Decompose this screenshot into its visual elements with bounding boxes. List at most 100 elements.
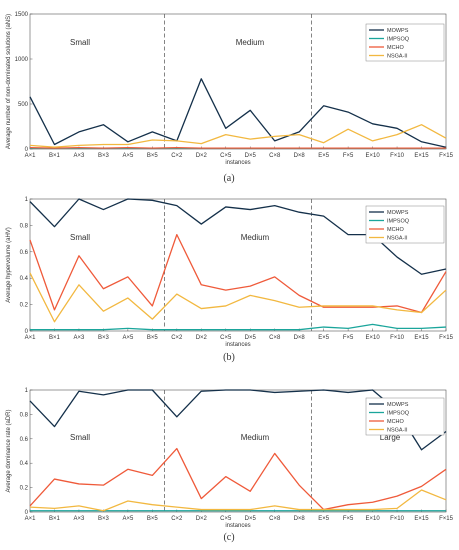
series-line-impsoq [30, 323, 447, 331]
x-tick-label: B×3 [98, 516, 110, 522]
x-tick-label: B×1 [49, 516, 61, 522]
x-tick-label: C×2 [171, 335, 183, 341]
region-label-medium: Medium [241, 233, 270, 242]
chart-panel-1: 0 500 1000 1500 A×1 B×1 A×3 B×3 A×5 B×5 C×2 D×2 C×5 D… [6, 12, 454, 184]
x-tick-label: A×3 [74, 153, 86, 159]
y-tick-label: 0.8 [20, 412, 29, 418]
legend-entry: MOWPS [387, 28, 409, 34]
region-label-small: Small [70, 38, 90, 47]
panel-label: (a) [223, 173, 234, 184]
legend-entry: MOWPS [387, 210, 409, 216]
x-axis-label: instances [225, 523, 250, 529]
region-label-large: Large [380, 433, 401, 442]
x-tick-label: E×15 [414, 153, 429, 159]
x-tick-label: E×10 [365, 335, 380, 341]
x-tick-label: C×5 [220, 516, 232, 522]
series-line-mcho [29, 447, 447, 511]
x-tick-label: C×5 [220, 335, 232, 341]
y-tick-label: 1 [25, 388, 29, 394]
panel-label: (c) [223, 532, 234, 543]
x-tick-label: B×5 [147, 153, 159, 159]
x-tick-label: B×1 [49, 335, 61, 341]
y-tick-label: 0.4 [20, 276, 29, 282]
x-axis-label: instances [225, 160, 250, 166]
x-tick-label: E×15 [414, 335, 429, 341]
y-tick-label: 1 [25, 197, 29, 203]
x-tick-label: A×5 [122, 153, 134, 159]
x-tick-label: F×15 [439, 335, 454, 341]
x-tick-label: C×8 [269, 335, 281, 341]
x-tick-label: D×2 [196, 153, 208, 159]
y-axis-label: Average dominance rate (aDR) [6, 410, 12, 493]
y-tick-label: 0 [25, 147, 29, 153]
x-tick-label: C×8 [269, 153, 281, 159]
x-tick-label: A×1 [25, 335, 37, 341]
series-line-mowps [29, 78, 447, 148]
x-tick-label: F×5 [343, 153, 354, 159]
x-tick-label: F×5 [343, 335, 354, 341]
plot-frame [29, 198, 447, 332]
x-tick-label: E×10 [365, 153, 380, 159]
x-tick-label: A×3 [74, 516, 86, 522]
x-tick-label: E×5 [318, 335, 330, 341]
x-tick-label: D×8 [294, 516, 306, 522]
x-tick-label: F×10 [390, 335, 405, 341]
x-tick-label: D×2 [196, 516, 208, 522]
region-label-small: Small [70, 433, 90, 442]
x-tick-label: A×5 [122, 516, 134, 522]
legend-entry: MCHO [387, 419, 405, 425]
x-tick-label: D×8 [294, 153, 306, 159]
x-axis-label: instances [225, 342, 250, 348]
series-line-nsga-ii [29, 124, 447, 148]
y-tick-label: 0.2 [20, 303, 29, 309]
y-tick-label: 0 [25, 510, 29, 516]
y-tick-label: 500 [18, 102, 29, 108]
series-line-nsga-ii [29, 272, 447, 323]
x-tick-label: F×10 [390, 516, 405, 522]
region-label-medium: Medium [236, 38, 265, 47]
legend-entry: MCHO [387, 45, 405, 51]
x-tick-label: B×3 [98, 335, 110, 341]
y-tick-label: 0.6 [20, 250, 29, 256]
y-tick-label: 1000 [15, 57, 29, 63]
legend-entry: NSGA-II [387, 428, 408, 434]
legend-entry: IMPSOQ [387, 37, 410, 43]
series-line-nsga-ii [29, 489, 447, 512]
x-tick-label: D×5 [245, 153, 257, 159]
x-tick-label: E×5 [318, 516, 330, 522]
x-tick-label: C×2 [171, 153, 183, 159]
x-tick-label: A×5 [122, 335, 134, 341]
x-tick-label: B×3 [98, 153, 110, 159]
legend-entry: IMPSOQ [387, 219, 410, 225]
legend-entry: MCHO [387, 227, 405, 233]
y-tick-label: 0.2 [20, 486, 29, 492]
y-tick-label: 0.8 [20, 223, 29, 229]
y-axis-label: Average hypervolume (aHV) [6, 227, 12, 303]
x-tick-label: F×10 [390, 153, 405, 159]
y-tick-label: 0 [25, 329, 29, 335]
x-tick-label: A×3 [74, 335, 86, 341]
x-tick-label: E×15 [414, 516, 429, 522]
legend-entry: MOWPS [387, 402, 409, 408]
legend-entry: NSGA-II [387, 54, 408, 60]
x-tick-label: B×1 [49, 153, 61, 159]
x-tick-label: D×8 [294, 335, 306, 341]
x-tick-label: C×2 [171, 516, 183, 522]
y-tick-label: 0.6 [20, 437, 29, 443]
x-tick-label: C×8 [269, 516, 281, 522]
y-tick-label: 0.4 [20, 461, 29, 467]
x-tick-label: A×1 [25, 516, 37, 522]
x-tick-label: E×5 [318, 153, 330, 159]
x-tick-label: D×2 [196, 335, 208, 341]
x-tick-label: C×5 [220, 153, 232, 159]
plot-frame [29, 13, 447, 150]
legend-entry: NSGA-II [387, 236, 408, 242]
chart-panel-3: 0 0.2 0.4 0.6 0.8 1 A×1 B×1 A×3 B×3 A×5 B×5 C×2 D×2 C×… [6, 388, 454, 543]
x-tick-label: F×15 [439, 516, 454, 522]
legend-entry: IMPSOQ [387, 411, 410, 417]
x-tick-label: B×5 [147, 335, 159, 341]
x-tick-label: F×15 [439, 153, 454, 159]
panel-label: (b) [223, 352, 235, 363]
chart-panel-2: 0 0.2 0.4 0.6 0.8 1 A×1 B×1 A×3 B×3 A×5 B×5 C×2 D×2 C×… [6, 197, 454, 363]
